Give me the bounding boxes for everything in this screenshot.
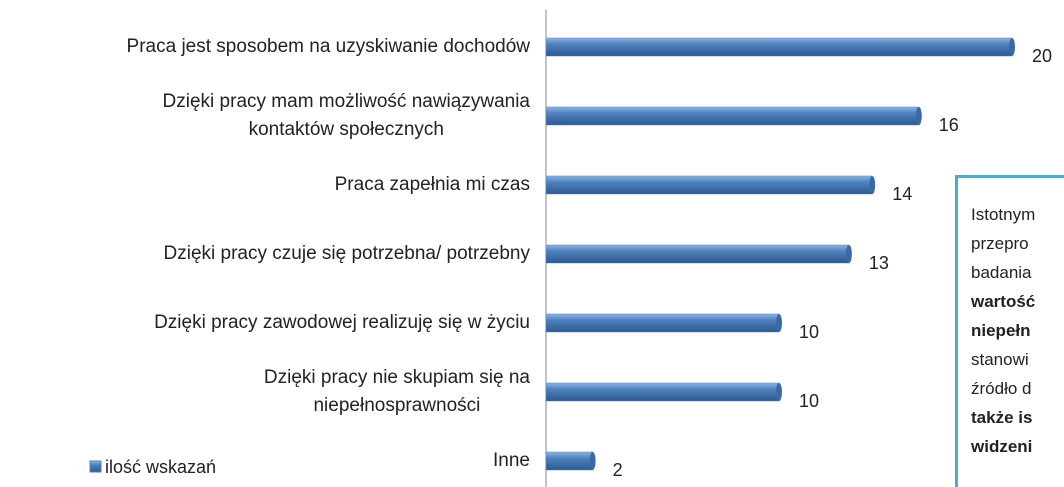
bar-cap [845, 245, 852, 263]
bar-cap [915, 107, 922, 125]
category-label: Dzięki pracy mam możliwość nawiązywania … [162, 91, 530, 140]
bar-cap [776, 314, 782, 332]
bar-cap [589, 452, 596, 470]
bar [545, 451, 593, 471]
category-label: Praca zapełnia mi czas [334, 174, 530, 195]
category-label: Dzięki pracy czuje się potrzebna/ potrze… [163, 243, 530, 264]
annotation-line: źródło d [971, 379, 1032, 398]
annotation-line: wartość [971, 292, 1036, 311]
value-label: 2 [613, 460, 623, 480]
bar [545, 175, 873, 195]
bar [545, 313, 780, 333]
annotation-box: Istotnym przepro badania wartość niepełn stan… [955, 175, 1064, 487]
bar-cap [1009, 38, 1015, 56]
category-label: Praca jest sposobem na uzyskiwanie docho… [126, 36, 530, 57]
value-label: 10 [799, 391, 819, 411]
annotation-line: stanowi [971, 350, 1029, 369]
category-label: Inne [493, 450, 530, 471]
bar [545, 106, 920, 126]
category-label: Dzięki pracy zawodowej realizuję się w ż… [154, 312, 530, 333]
legend-swatch [89, 460, 102, 473]
value-label: 14 [892, 184, 912, 204]
legend-label: ilość wskazań [105, 457, 216, 477]
bar [545, 37, 1013, 57]
annotation-line: także is [971, 408, 1033, 427]
value-label: 20 [1032, 46, 1052, 66]
category-label: Dzięki pracy nie skupiam się na niepełno… [263, 367, 530, 416]
bar-cap [776, 383, 782, 401]
value-label: 10 [799, 322, 819, 342]
annotation-line: widzeni [971, 437, 1033, 456]
annotation-line: przepro [971, 234, 1029, 253]
bar [545, 382, 780, 402]
annotation-line: niepełn [971, 321, 1031, 340]
bar [545, 244, 850, 264]
annotation-line: badania [971, 263, 1032, 282]
value-label: 13 [869, 253, 889, 273]
value-label: 16 [939, 115, 959, 135]
annotation-line: Istotnym [971, 205, 1036, 224]
bar-cap [869, 176, 876, 194]
